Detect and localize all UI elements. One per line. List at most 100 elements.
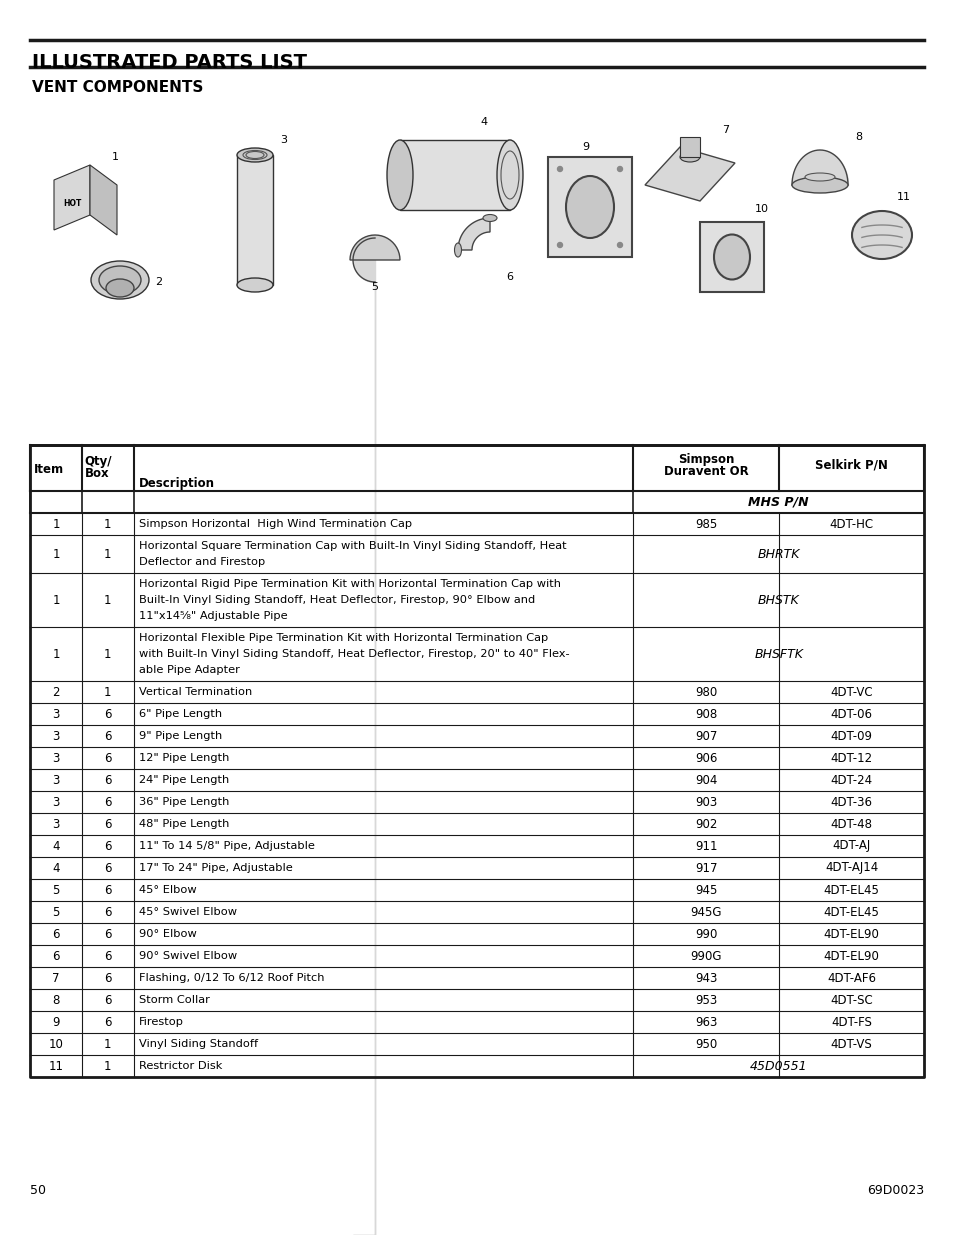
Text: 5: 5: [52, 905, 59, 919]
Text: 943: 943: [695, 972, 717, 984]
Text: with Built-In Vinyl Siding Standoff, Heat Deflector, Firestop, 20" to 40" Flex-: with Built-In Vinyl Siding Standoff, Hea…: [138, 650, 569, 659]
Text: 12" Pipe Length: 12" Pipe Length: [138, 753, 229, 763]
Text: 6: 6: [52, 950, 60, 962]
Text: 6: 6: [104, 905, 112, 919]
Text: 6: 6: [104, 752, 112, 764]
Text: 1: 1: [112, 152, 119, 162]
Text: 3: 3: [52, 795, 59, 809]
Text: 45° Elbow: 45° Elbow: [138, 885, 196, 895]
Text: 6: 6: [104, 862, 112, 874]
Text: 911: 911: [695, 840, 717, 852]
Text: 1: 1: [104, 1060, 112, 1072]
FancyBboxPatch shape: [399, 140, 510, 210]
Text: 6: 6: [104, 1015, 112, 1029]
Text: 4: 4: [52, 840, 60, 852]
Ellipse shape: [851, 211, 911, 259]
Text: 6: 6: [104, 883, 112, 897]
Text: 6: 6: [104, 773, 112, 787]
Text: Horizontal Square Termination Cap with Built-In Vinyl Siding Standoff, Heat: Horizontal Square Termination Cap with B…: [138, 541, 566, 551]
Circle shape: [617, 167, 622, 172]
Ellipse shape: [99, 266, 141, 294]
Text: 1: 1: [104, 517, 112, 531]
Ellipse shape: [804, 173, 834, 182]
Text: 6: 6: [104, 818, 112, 830]
Ellipse shape: [454, 243, 461, 257]
Text: Deflector and Firestop: Deflector and Firestop: [138, 557, 265, 567]
Polygon shape: [90, 165, 117, 235]
Text: 17" To 24" Pipe, Adjustable: 17" To 24" Pipe, Adjustable: [138, 863, 293, 873]
Polygon shape: [350, 235, 399, 261]
Text: 7: 7: [721, 125, 728, 135]
Text: 8: 8: [854, 132, 862, 142]
Text: 6: 6: [104, 993, 112, 1007]
Text: 950: 950: [695, 1037, 717, 1051]
Text: 45D0551: 45D0551: [749, 1060, 806, 1072]
Text: 4DT-SC: 4DT-SC: [829, 993, 872, 1007]
Text: 4DT-EL45: 4DT-EL45: [822, 883, 879, 897]
Text: 11" To 14 5/8" Pipe, Adjustable: 11" To 14 5/8" Pipe, Adjustable: [138, 841, 314, 851]
Text: 1: 1: [104, 1037, 112, 1051]
Text: 24" Pipe Length: 24" Pipe Length: [138, 776, 229, 785]
Text: 6: 6: [52, 927, 60, 941]
Text: 6: 6: [104, 950, 112, 962]
Text: 990: 990: [695, 927, 717, 941]
Text: 1: 1: [52, 547, 60, 561]
Text: 907: 907: [695, 730, 717, 742]
Text: 4DT-VS: 4DT-VS: [830, 1037, 872, 1051]
Text: 3: 3: [52, 773, 59, 787]
Text: 9: 9: [581, 142, 589, 152]
Text: 90° Elbow: 90° Elbow: [138, 929, 196, 939]
Text: 4: 4: [479, 117, 487, 127]
FancyBboxPatch shape: [700, 222, 763, 291]
Text: 7: 7: [52, 972, 60, 984]
Polygon shape: [54, 165, 90, 230]
Text: 45° Swivel Elbow: 45° Swivel Elbow: [138, 906, 236, 918]
Text: 6" Pipe Length: 6" Pipe Length: [138, 709, 222, 719]
Ellipse shape: [387, 140, 413, 210]
Text: 11: 11: [49, 1060, 63, 1072]
Text: Storm Collar: Storm Collar: [138, 995, 210, 1005]
Text: 1: 1: [104, 547, 112, 561]
Polygon shape: [644, 147, 734, 201]
Text: 904: 904: [695, 773, 717, 787]
Ellipse shape: [565, 177, 614, 238]
Text: 4DT-06: 4DT-06: [830, 708, 872, 720]
Text: Duravent OR: Duravent OR: [663, 466, 748, 478]
Text: 4DT-HC: 4DT-HC: [829, 517, 873, 531]
Text: 10: 10: [754, 204, 768, 214]
Text: BHSFTK: BHSFTK: [754, 647, 802, 661]
Text: Built-In Vinyl Siding Standoff, Heat Deflector, Firestop, 90° Elbow and: Built-In Vinyl Siding Standoff, Heat Def…: [138, 595, 535, 605]
Text: 3: 3: [52, 730, 59, 742]
Ellipse shape: [236, 148, 273, 162]
Text: Firestop: Firestop: [138, 1016, 184, 1028]
Text: Box: Box: [85, 467, 110, 480]
Text: 4DT-48: 4DT-48: [830, 818, 872, 830]
Text: 4DT-09: 4DT-09: [830, 730, 872, 742]
Text: 69D0023: 69D0023: [866, 1184, 923, 1197]
Text: 906: 906: [695, 752, 717, 764]
Text: 945G: 945G: [690, 905, 721, 919]
Text: 6: 6: [506, 272, 513, 282]
Text: Description: Description: [138, 477, 214, 490]
Text: 10: 10: [49, 1037, 63, 1051]
Text: 2: 2: [52, 685, 60, 699]
Text: 48" Pipe Length: 48" Pipe Length: [138, 819, 229, 829]
Text: 6: 6: [104, 730, 112, 742]
FancyBboxPatch shape: [236, 156, 273, 285]
Text: 917: 917: [695, 862, 717, 874]
Text: 4: 4: [52, 862, 60, 874]
Text: Restrictor Disk: Restrictor Disk: [138, 1061, 222, 1071]
Text: 985: 985: [695, 517, 717, 531]
Polygon shape: [457, 219, 490, 249]
Ellipse shape: [91, 261, 149, 299]
Text: 4DT-12: 4DT-12: [830, 752, 872, 764]
Text: 90° Swivel Elbow: 90° Swivel Elbow: [138, 951, 236, 961]
Text: Flashing, 0/12 To 6/12 Roof Pitch: Flashing, 0/12 To 6/12 Roof Pitch: [138, 973, 324, 983]
Text: 9: 9: [52, 1015, 60, 1029]
Text: Vertical Termination: Vertical Termination: [138, 687, 252, 697]
Text: 4DT-24: 4DT-24: [830, 773, 872, 787]
Text: 908: 908: [695, 708, 717, 720]
Text: 990G: 990G: [690, 950, 721, 962]
Text: 2: 2: [154, 277, 162, 287]
Text: 4DT-EL45: 4DT-EL45: [822, 905, 879, 919]
